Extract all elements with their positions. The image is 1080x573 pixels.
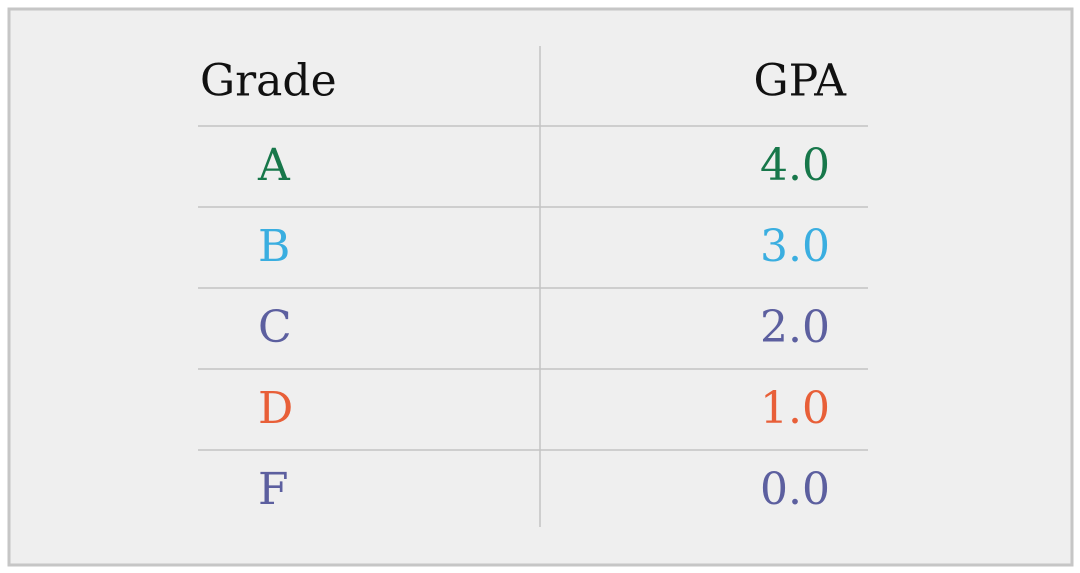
- gpa-cell: 0.0: [760, 464, 830, 515]
- header-cell: GPA: [754, 56, 848, 107]
- gpa-cell: 4.0: [760, 140, 830, 191]
- header-cell: Grade: [200, 56, 337, 107]
- grade-cell: C: [258, 302, 292, 353]
- grade-cell: B: [258, 221, 290, 272]
- gpa-cell: 2.0: [760, 302, 830, 353]
- grade-cell: D: [258, 383, 293, 434]
- gpa-cell: 1.0: [760, 383, 830, 434]
- gpa-cell: 3.0: [760, 221, 830, 272]
- grade-cell: A: [257, 140, 291, 191]
- grade-cell: F: [258, 464, 289, 515]
